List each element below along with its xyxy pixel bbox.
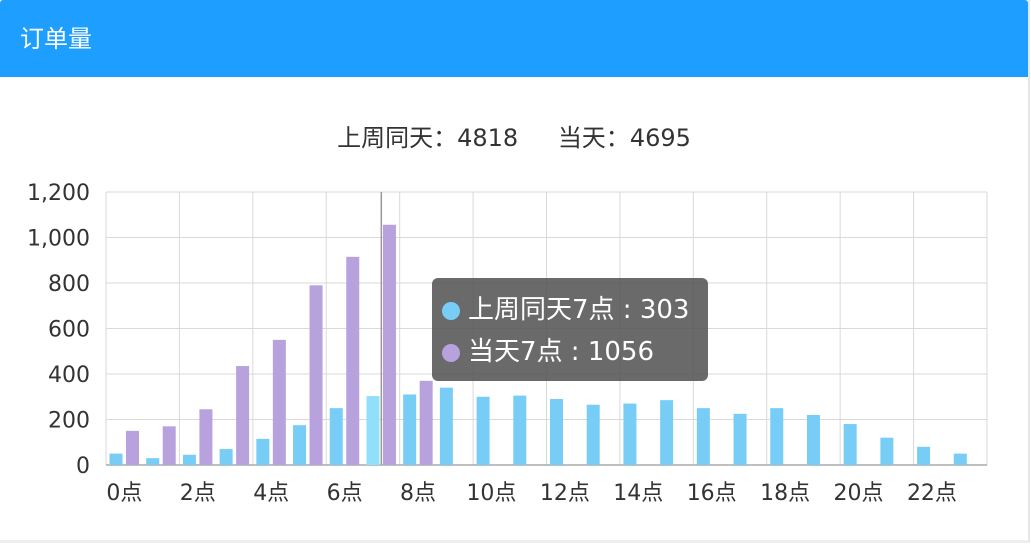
chart-tooltip: 上周同天7点 : 303 当天7点 : 1056: [432, 278, 708, 381]
bar-last-week: [439, 387, 453, 465]
bar-last-week: [806, 414, 820, 465]
y-tick-label: 0: [76, 454, 90, 479]
y-tick-label: 600: [48, 318, 90, 343]
x-tick-label: 14点: [613, 481, 663, 506]
bar-last-week: [623, 403, 637, 465]
y-tick-label: 1,000: [27, 227, 90, 252]
bar-today: [126, 430, 139, 465]
today-legend-dot: [442, 344, 460, 362]
bar-last-week: [329, 408, 343, 465]
bar-last-week: [880, 437, 894, 465]
x-tick-label: 22点: [907, 481, 957, 506]
bar-last-week: [182, 454, 196, 465]
card-title: 订单量: [20, 25, 92, 53]
bar-last-week: [513, 395, 527, 465]
bar-last-week: [770, 408, 784, 465]
bar-last-week: [293, 425, 307, 465]
bar-last-week: [696, 408, 710, 465]
order-summary: 上周同天：4818 当天：4695: [0, 120, 1028, 156]
bar-today: [199, 409, 213, 465]
bar-today: [272, 339, 286, 465]
x-tick-label: 0点: [106, 481, 142, 506]
today-total: 4695: [629, 124, 691, 152]
bar-today: [162, 426, 176, 465]
tooltip-row-today: 当天7点 : 1056: [442, 334, 708, 376]
y-tick-label: 400: [48, 363, 90, 388]
bar-last-week: [109, 453, 123, 465]
y-tick-label: 1,200: [27, 181, 90, 206]
last-week-summary: 上周同天：4818: [337, 120, 518, 156]
x-tick-label: 8点: [400, 481, 436, 506]
last-week-legend-dot: [442, 302, 460, 320]
bar-today: [419, 380, 433, 465]
bar-last-week: [366, 396, 380, 465]
x-tick-label: 16点: [687, 481, 737, 506]
y-tick-label: 200: [48, 409, 90, 434]
bar-today: [346, 256, 360, 465]
bar-last-week: [660, 400, 674, 465]
x-tick-label: 10点: [466, 481, 516, 506]
bar-last-week: [219, 449, 233, 465]
x-tick-label: 6点: [327, 481, 363, 506]
bar-last-week: [146, 458, 160, 465]
x-tick-label: 4点: [253, 481, 289, 506]
tooltip-row-last-week: 上周同天7点 : 303: [442, 292, 708, 334]
bar-last-week: [476, 396, 490, 465]
bar-today: [382, 224, 396, 465]
tooltip-today-text: 当天7点 : 1056: [468, 337, 654, 367]
bar-today: [236, 366, 250, 465]
bar-last-week: [403, 394, 417, 465]
last-week-total: 4818: [457, 124, 519, 152]
today-summary: 当天：4695: [558, 120, 691, 156]
x-tick-label: 18点: [760, 481, 810, 506]
bar-last-week: [733, 413, 747, 465]
x-tick-label: 2点: [180, 481, 216, 506]
bar-last-week: [953, 453, 967, 465]
bar-last-week: [256, 438, 270, 465]
today-label: 当天：: [557, 124, 630, 152]
bar-last-week: [843, 424, 857, 465]
bar-last-week: [550, 399, 563, 465]
bar-last-week: [917, 446, 931, 465]
bar-today: [309, 285, 323, 465]
tooltip-last-week-text: 上周同天7点 : 303: [468, 295, 690, 325]
y-tick-label: 800: [48, 272, 90, 297]
x-tick-label: 20点: [834, 481, 884, 506]
card-header: 订单量: [0, 0, 1028, 77]
last-week-label: 上周同天：: [337, 124, 458, 152]
bar-last-week: [586, 404, 600, 465]
x-tick-label: 12点: [540, 481, 590, 506]
